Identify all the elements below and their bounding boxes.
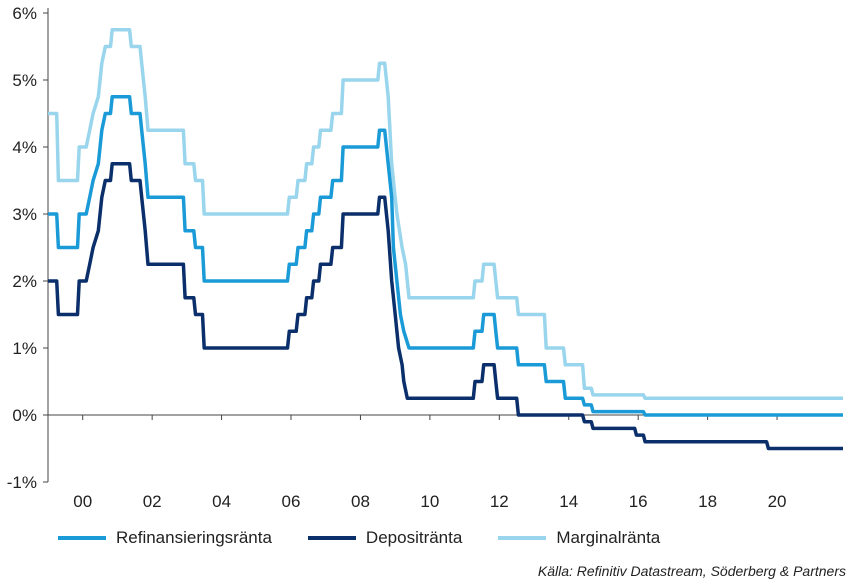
legend-item-refinansieringsranta: Refinansieringsränta [58, 528, 272, 548]
x-tick-label: 06 [282, 492, 301, 511]
legend-item-marginalranta: Marginalränta [498, 528, 660, 548]
x-tick-label: 02 [143, 492, 162, 511]
y-tick-label: 2% [12, 272, 37, 291]
y-axis-tick-labels: 6% 5% 4% 3% 2% 1% 0% -1% [7, 4, 37, 492]
source-note: Källa: Refinitiv Datastream, Söderberg &… [537, 563, 846, 579]
series-lines [48, 28, 843, 451]
chart-legend: Refinansieringsränta Depositränta Margin… [58, 528, 696, 548]
x-tick-label: 10 [420, 492, 439, 511]
x-tick-label: 18 [698, 492, 717, 511]
series-line-depositranta [48, 162, 843, 451]
series-line-marginalranta [48, 28, 843, 401]
legend-item-depositranta: Depositränta [307, 528, 463, 548]
y-tick-label: 6% [12, 4, 37, 23]
x-tick-label: 04 [212, 492, 231, 511]
legend-label-depositranta: Depositränta [365, 528, 463, 547]
y-tick-label: 5% [12, 71, 37, 90]
legend-label-refinansieringsranta: Refinansieringsränta [116, 528, 272, 547]
legend-swatch-marginalranta [498, 536, 547, 540]
x-axis-tick-labels: 00 02 04 06 08 10 12 14 16 18 20 [73, 492, 786, 511]
chart-axes [43, 8, 843, 483]
x-tick-label: 16 [629, 492, 648, 511]
x-tick-label: 12 [490, 492, 509, 511]
x-tick-label: 00 [73, 492, 92, 511]
y-tick-label: 3% [12, 205, 37, 224]
y-tick-label: 0% [12, 406, 37, 425]
legend-label-marginalranta: Marginalränta [556, 528, 661, 547]
x-tick-label: 20 [768, 492, 787, 511]
y-tick-label: -1% [7, 473, 37, 492]
series-line-refinansieringsranta [48, 95, 843, 417]
x-tick-label: 08 [351, 492, 370, 511]
legend-swatch-refinansieringsranta [58, 536, 106, 540]
x-tick-label: 14 [559, 492, 578, 511]
y-tick-label: 1% [12, 339, 37, 358]
legend-swatch-depositranta [307, 536, 356, 540]
y-tick-label: 4% [12, 138, 37, 157]
